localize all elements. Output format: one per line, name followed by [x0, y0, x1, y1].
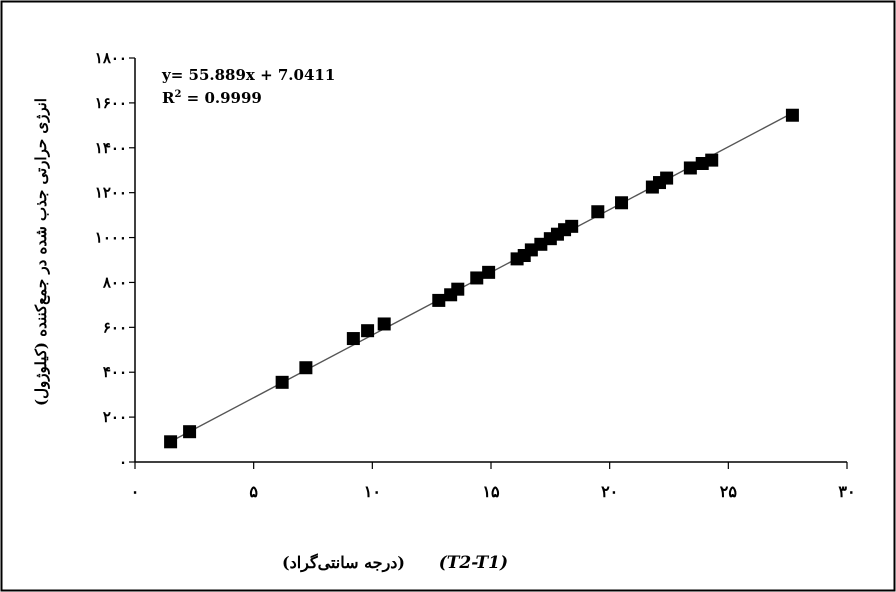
y-tick-label: ۸۰۰	[102, 273, 127, 291]
r-squared-superscript: 2	[174, 89, 181, 100]
x-axis-title-variable: (T2-T1)	[439, 553, 508, 573]
y-tick-label: ۴۰۰	[103, 363, 127, 381]
y-tick-label: ۱۸۰۰	[95, 49, 127, 67]
data-point	[164, 435, 178, 449]
x-tick-label: ۳۰	[838, 482, 855, 501]
data-point	[377, 317, 391, 331]
x-tick-label: ۱۵	[482, 482, 500, 501]
x-tick-label: ۲۵	[720, 482, 738, 501]
y-tick-label: ۰	[119, 453, 127, 471]
x-tick-label: ۵	[249, 482, 258, 501]
data-point	[615, 196, 629, 210]
data-point	[785, 108, 799, 122]
data-point	[660, 171, 674, 185]
y-tick-label: ۱۰۰۰	[95, 229, 127, 247]
r-squared-value: = 0.9999	[181, 89, 261, 107]
data-point	[565, 219, 579, 233]
y-axis-title: انرژی حرارتی جذب شده در جمع‌کننده (کیلوژ…	[32, 98, 50, 406]
data-points	[164, 108, 799, 449]
plot-area: ۰ ۲۰۰ ۴۰۰ ۶۰۰ ۸۰۰ ۱۰۰۰ ۱۲۰۰ ۱۴۰۰ ۱۶۰۰ ۱۸۰۰ ۰ ۵ ۱۰ ۱۵…	[95, 49, 856, 501]
equation-label: y= 55.889x + 7.0411	[161, 66, 335, 84]
equation-annotation: y= 55.889x + 7.0411 R2 = 0.9999	[161, 66, 335, 107]
y-tick-label: ۱۲۰۰	[95, 184, 127, 202]
r-squared-label: R2 = 0.9999	[162, 89, 262, 107]
data-point	[275, 375, 289, 389]
x-tick-label: ۲۰	[601, 482, 618, 501]
data-point	[346, 332, 360, 346]
x-axis-title-unit: (درجه سانتی‌گراد)	[282, 553, 405, 573]
x-axis-ticks: ۰ ۵ ۱۰ ۱۵ ۲۰ ۲۵ ۳۰	[131, 462, 856, 501]
data-point	[683, 161, 697, 175]
x-tick-label: ۱۰	[364, 482, 381, 501]
data-point	[470, 271, 484, 285]
y-tick-label: ۱۴۰۰	[95, 139, 127, 157]
data-point	[432, 293, 446, 307]
data-point	[299, 361, 313, 375]
x-axis-title: (T2-T1) (درجه سانتی‌گراد)	[282, 553, 508, 573]
data-point	[705, 153, 719, 167]
r-squared-letter: R	[162, 89, 175, 107]
y-tick-label: ۶۰۰	[103, 318, 127, 336]
y-tick-label: ۱۶۰۰	[95, 94, 127, 112]
y-tick-label: ۲۰۰	[103, 408, 127, 426]
data-point	[482, 265, 496, 279]
data-point	[591, 205, 605, 219]
x-tick-label: ۰	[131, 482, 140, 501]
data-point	[451, 282, 465, 296]
y-axis-ticks: ۰ ۲۰۰ ۴۰۰ ۶۰۰ ۸۰۰ ۱۰۰۰ ۱۲۰۰ ۱۴۰۰ ۱۶۰۰ ۱۸۰۰	[95, 49, 135, 471]
data-point	[361, 324, 375, 338]
data-point	[183, 425, 197, 439]
